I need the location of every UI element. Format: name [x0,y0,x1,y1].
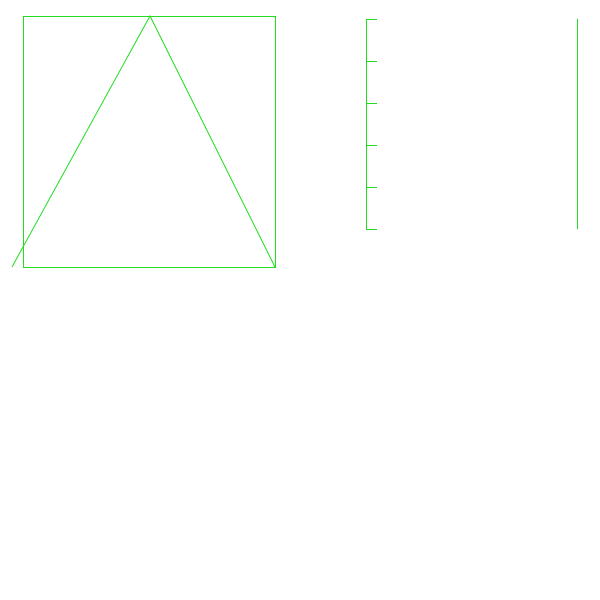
figure-ruler [366,19,578,230]
triangle-outline [11,14,276,268]
square-outline [23,16,276,268]
figure-square-triangle [11,14,276,268]
